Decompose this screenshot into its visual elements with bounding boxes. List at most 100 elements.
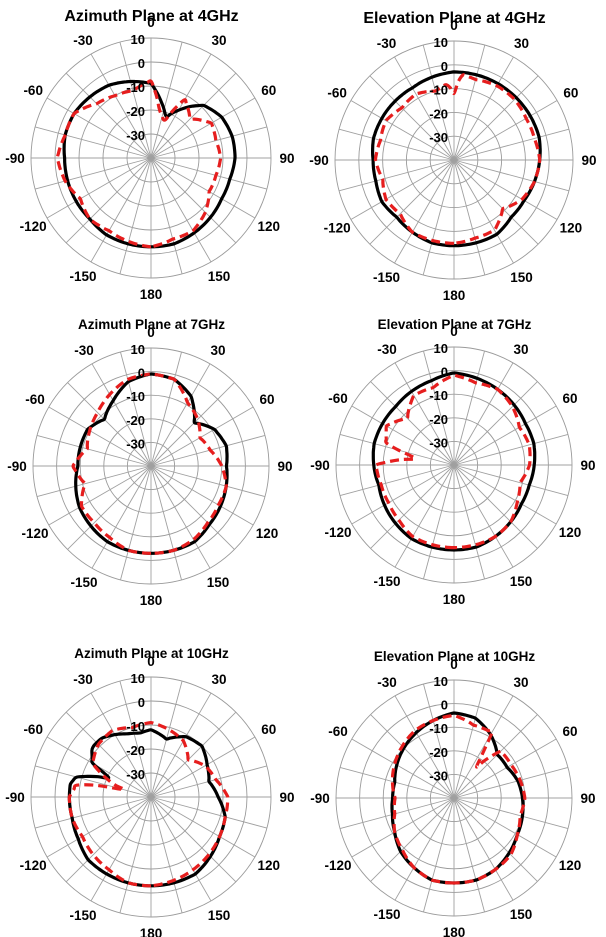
radial-tick-label: -30 [126, 767, 145, 782]
polar-panel-1: Azimuth Plane at 4GHz 0 30 60 90 120 150 180 -1… [0, 0, 303, 310]
angle-tick-label: -150 [69, 269, 96, 284]
grid-spoke [394, 56, 455, 161]
polar-panel-5: Azimuth Plane at 10GHz 0 30 60 90 120 150 180 -… [0, 640, 303, 937]
grid-spoke [34, 765, 152, 798]
grid-spoke [394, 797, 455, 901]
radial-tick-label: -20 [126, 743, 145, 758]
angle-tick-label: 150 [510, 907, 533, 922]
grid-spoke [423, 797, 455, 913]
angle-tick-label: 180 [140, 926, 163, 937]
angle-tick-label: -90 [310, 458, 330, 473]
grid-spoke [120, 465, 152, 581]
angle-tick-label: -60 [328, 391, 348, 406]
angle-tick-label: 120 [258, 219, 281, 234]
radial-tick-label: 10 [131, 342, 145, 357]
radial-tick-label: -30 [126, 436, 145, 451]
angle-tick-label: 120 [256, 526, 279, 541]
grid-spoke [150, 157, 183, 275]
polar-grid [30, 37, 272, 279]
radial-tick-label: -20 [429, 745, 448, 760]
angle-tick-label: -90 [309, 153, 329, 168]
grid-spoke [423, 350, 455, 466]
radial-tick-label: -20 [126, 104, 145, 119]
grid-spoke [90, 157, 152, 263]
grid-spoke [453, 159, 539, 245]
radial-tick-label: 10 [434, 674, 448, 689]
angle-tick-label: -120 [324, 858, 351, 873]
grid-spoke [453, 75, 539, 161]
chart-title: Elevation Plane at 4GHz [363, 10, 546, 27]
grid-spoke [453, 159, 514, 264]
grid-spoke [90, 53, 152, 159]
radial-tick-label: -20 [429, 106, 448, 121]
grid-spoke [453, 464, 538, 549]
polar-panel-3: Azimuth Plane at 7GHz 0 30 60 90 120 150 180 -1… [0, 310, 303, 620]
series-dashed-red [67, 720, 230, 888]
grid-spoke [338, 128, 455, 161]
grid-spoke [453, 56, 514, 161]
grid-spoke [150, 711, 237, 798]
series-dashed-red [55, 79, 223, 249]
angle-tick-label: 0 [147, 325, 155, 340]
angle-tick-label: 30 [211, 672, 226, 687]
radial-tick-label: 0 [138, 695, 145, 710]
grid-spoke [119, 157, 152, 275]
angle-tick-label: 90 [279, 790, 294, 805]
grid-spoke [150, 796, 183, 914]
angle-tick-label: 180 [443, 592, 466, 607]
radial-tick-label: -10 [429, 388, 448, 403]
angle-tick-label: 180 [140, 287, 163, 302]
grid-spoke [453, 797, 569, 829]
angle-tick-label: -120 [324, 221, 351, 236]
chart-title: Azimuth Plane at 10GHz [74, 646, 229, 661]
grid-spoke [150, 465, 254, 526]
angle-tick-label: 150 [208, 269, 231, 284]
chart-title: Elevation Plane at 10GHz [373, 649, 536, 664]
grid-spoke [453, 767, 569, 799]
grid-spoke [150, 406, 254, 467]
radial-tick-label: 10 [131, 32, 145, 47]
grid-spoke [34, 126, 152, 159]
grid-spoke [67, 382, 152, 467]
grid-spoke [351, 464, 455, 525]
grid-spoke [150, 363, 211, 467]
grid-spoke [453, 464, 569, 496]
angle-tick-label: -150 [69, 908, 96, 923]
angle-tick-label: 120 [560, 221, 583, 236]
angle-tick-label: 30 [513, 675, 528, 690]
radial-tick-label: 10 [434, 341, 448, 356]
grid-spoke [119, 680, 152, 798]
angle-tick-label: 150 [510, 270, 533, 285]
grid-spoke [46, 97, 152, 159]
polar-grid [30, 676, 272, 918]
polar-panel-6: Elevation Plane at 10GHz 0 30 60 90 120 150 18… [303, 640, 606, 937]
grid-spoke [453, 797, 538, 882]
angle-tick-label: 30 [514, 36, 529, 51]
angle-tick-label: 60 [563, 86, 578, 101]
radial-tick-label: -10 [429, 721, 448, 736]
angle-tick-label: 90 [580, 791, 595, 806]
angle-tick-label: 180 [140, 593, 163, 608]
grid-spoke [46, 157, 152, 219]
grid-spoke [422, 159, 455, 276]
angle-tick-label: 0 [147, 15, 155, 30]
grid-spoke [150, 41, 183, 159]
grid-spoke [48, 465, 152, 526]
grid-spoke [150, 692, 212, 798]
grid-spoke [150, 465, 211, 569]
series-solid-black [371, 371, 537, 552]
angle-tick-label: -120 [324, 525, 351, 540]
angle-tick-label: -60 [25, 392, 45, 407]
grid-spoke [36, 435, 152, 467]
angle-tick-label: -120 [20, 858, 47, 873]
angle-tick-label: 180 [443, 925, 466, 937]
radial-tick-label: -10 [126, 719, 145, 734]
angle-tick-label: -30 [377, 342, 397, 357]
grid-spoke [339, 767, 455, 799]
angle-tick-label: -30 [73, 672, 93, 687]
grid-spoke [422, 44, 455, 161]
radial-tick-label: 0 [138, 366, 145, 381]
grid-spoke [150, 796, 268, 829]
